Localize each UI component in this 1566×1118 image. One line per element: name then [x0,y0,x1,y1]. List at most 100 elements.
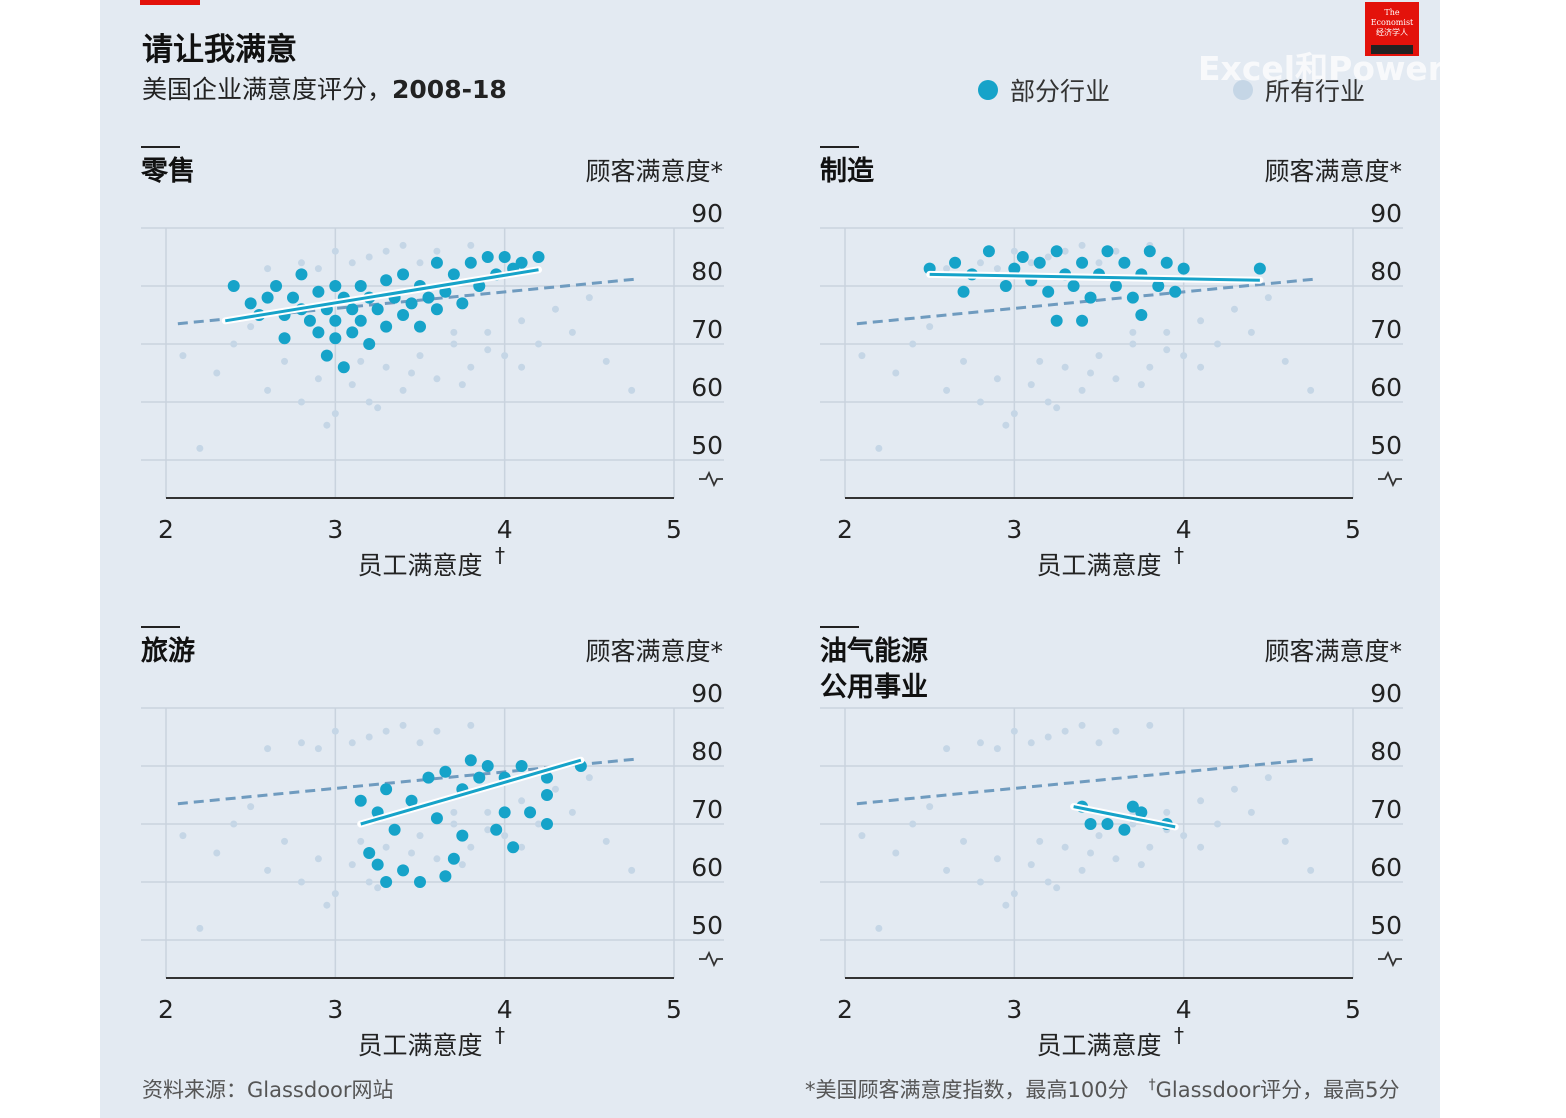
panel-3: 旅游 顾客满意度* 50 60 70 80 90 2 3 4 5 员工满意度 † [141,626,724,1060]
segment-point [1109,280,1122,292]
background-point [943,745,951,753]
subtitle-years: 2008-18 [392,75,507,104]
y-tick-label: 70 [1370,795,1402,824]
background-point [1112,247,1120,255]
background-point [1146,843,1154,851]
segment-point [227,280,240,292]
segment-point [498,806,511,819]
background-point [416,352,424,360]
y-tick-label: 60 [691,853,723,882]
segment-point [430,256,443,269]
background-point [1036,357,1044,365]
segment-point [1152,280,1165,292]
segment-point [414,320,426,333]
background-point [518,363,526,371]
background-point [1027,381,1035,389]
segment-point [1135,309,1148,321]
background-point [1095,352,1103,360]
background-point [264,866,272,874]
segment-point [439,765,452,778]
background-point [484,808,492,816]
background-point [1010,727,1018,735]
y-axis-label: 顾客满意度* [1264,637,1402,666]
background-point [1061,247,1069,255]
segment-point [414,876,426,888]
background-point [467,241,475,249]
background-point [314,265,322,273]
background-point [960,357,968,365]
background-point [892,849,900,857]
x-tick-label: 4 [1176,995,1192,1024]
segment-point [371,303,384,316]
background-point [1247,808,1255,816]
background-point [331,890,339,898]
y-tick-label: 60 [691,373,723,402]
background-point [1180,352,1188,360]
segment-point [1160,256,1173,269]
background-point [458,381,466,389]
segment-point [422,291,435,304]
background-point [281,837,289,845]
y-tick-label: 80 [691,257,723,286]
segment-point [312,326,325,339]
segment-point [1126,291,1139,304]
y-tick-label: 60 [1370,373,1402,402]
chart-title: 请让我满意 [142,32,297,68]
background-point [943,265,951,273]
segment-trend-line [929,272,1260,282]
chart-card [100,0,1440,1118]
segment-point [430,812,443,825]
logo-block [1371,45,1413,54]
background-point [1053,404,1061,412]
background-point [1247,328,1255,336]
background-point [628,866,636,874]
background-point [1044,398,1052,406]
segment-point [380,320,393,333]
segment-point [1050,245,1063,258]
segment-point [982,245,995,258]
legend-label-all: 所有行业 [1265,77,1366,106]
background-point [1230,785,1238,793]
y-tick-label: 80 [1370,257,1402,286]
segment-point [541,818,553,830]
background-point [416,739,424,747]
background-point [1230,305,1238,313]
background-point [314,375,322,383]
y-tick-label: 60 [1370,853,1402,882]
background-point [467,363,475,371]
segment-point [439,870,452,883]
segment-point [261,291,274,304]
background-point [1095,259,1103,267]
segment-point [1101,818,1114,830]
background-point [993,375,1001,383]
background-point [892,369,900,377]
background-point [314,855,322,863]
chart-subtitle: 美国企业满意度评分，2008-18 [142,70,507,106]
background-point [1180,832,1188,840]
x-tick-label: 4 [497,515,513,544]
background-point [450,820,458,828]
background-point [875,924,883,932]
axis-break-icon [699,950,723,968]
y-tick-label: 90 [691,199,723,228]
axis-break-icon [699,470,723,488]
segment-point [380,876,393,888]
background-point [264,386,272,394]
background-point [1027,861,1035,869]
background-point [314,745,322,753]
x-axis-label: 员工满意度 [1036,551,1161,580]
segment-point [397,268,410,281]
legend-dot-all-icon [1233,80,1253,100]
background-point [331,727,339,735]
background-point [484,346,492,354]
background-point [1087,849,1095,857]
segment-point [1067,280,1080,292]
background-point [1281,357,1289,365]
segment-point [1253,262,1266,275]
x-tick-label: 2 [158,995,174,1024]
x-tick-label: 5 [666,995,682,1024]
background-point [450,340,458,348]
background-point [297,739,305,747]
segment-point [354,794,367,807]
segment-point [949,256,962,269]
